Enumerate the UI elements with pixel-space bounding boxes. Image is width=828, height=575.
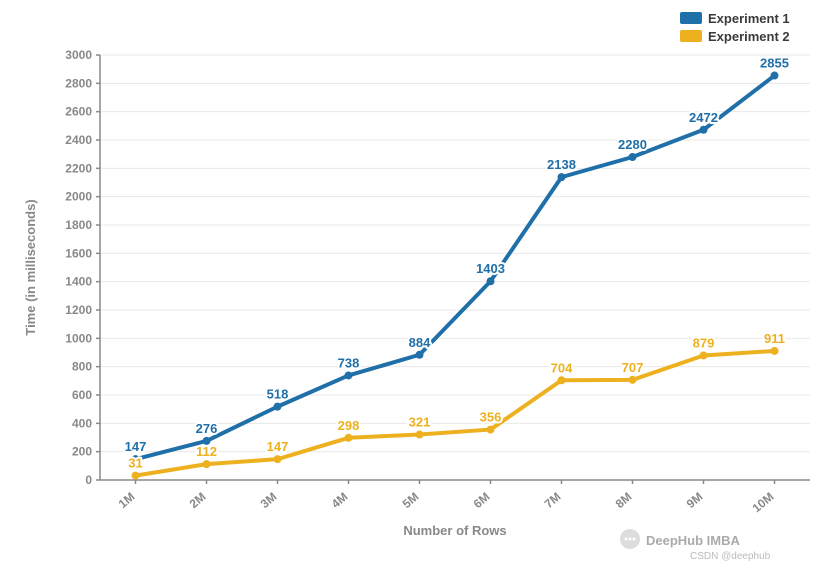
series-1-value: 884 (409, 335, 431, 350)
y-tick-label: 2200 (65, 161, 92, 175)
series-1-value: 1403 (476, 261, 505, 276)
series-2-value: 879 (693, 335, 715, 350)
series-2-value: 707 (622, 360, 644, 375)
series-2-value: 31 (128, 456, 142, 471)
y-tick-label: 2600 (65, 105, 92, 119)
series-2-value: 321 (409, 415, 431, 430)
series-1-point (416, 351, 424, 359)
series-2-point (416, 431, 424, 439)
series-2-point (132, 472, 140, 480)
series-2-point (487, 426, 495, 434)
y-tick-label: 2400 (65, 133, 92, 147)
series-2-point (771, 347, 779, 355)
y-tick-label: 600 (72, 388, 92, 402)
series-1-value: 147 (125, 439, 147, 454)
chart-bg (0, 0, 828, 575)
x-axis-label: Number of Rows (403, 523, 506, 538)
y-tick-label: 1200 (65, 303, 92, 317)
series-1-value: 276 (196, 421, 218, 436)
series-1-point (345, 371, 353, 379)
line-chart: 0 200 400 600 800 1000 1200 1400 1600 1800 2000 220… (0, 0, 828, 575)
series-1-value: 2280 (618, 137, 647, 152)
series-2-point (274, 455, 282, 463)
series-2-value: 112 (196, 444, 217, 459)
series-2-value: 298 (338, 418, 360, 433)
y-tick-label: 1600 (65, 246, 92, 260)
watermark-icon-dot (629, 538, 632, 541)
series-1-value: 518 (267, 387, 289, 402)
series-1-value: 2855 (760, 56, 789, 71)
series-2-point (700, 351, 708, 359)
series-2-value: 147 (267, 439, 289, 454)
watermark-text-2: CSDN @deephub (690, 551, 771, 562)
legend-label-1: Experiment 1 (708, 11, 790, 26)
watermark-icon-dot (633, 538, 636, 541)
series-1-point (629, 153, 637, 161)
series-2-point (558, 376, 566, 384)
series-2-point (203, 460, 211, 468)
series-2-value: 356 (480, 410, 502, 425)
series-2-point (345, 434, 353, 442)
y-tick-label: 400 (72, 416, 92, 430)
series-1-point (700, 126, 708, 134)
y-tick-label: 200 (72, 445, 92, 459)
chart-container: 0 200 400 600 800 1000 1200 1400 1600 1800 2000 220… (0, 0, 828, 575)
y-tick-label: 2800 (65, 76, 92, 90)
series-1-point (771, 72, 779, 80)
series-1-value: 738 (338, 355, 360, 370)
legend-swatch-2 (680, 30, 702, 42)
legend-label-2: Experiment 2 (708, 29, 790, 44)
legend-swatch-1 (680, 12, 702, 24)
y-tick-label: 1800 (65, 218, 92, 232)
y-tick-label: 800 (72, 360, 92, 374)
series-1-value: 2472 (689, 110, 718, 125)
y-tick-label: 3000 (65, 48, 92, 62)
y-tick-label: 1000 (65, 331, 92, 345)
series-1-point (274, 403, 282, 411)
series-2-value: 911 (764, 331, 785, 346)
series-1-point (558, 173, 566, 181)
y-tick-label: 0 (85, 473, 92, 487)
y-axis-label: Time (in milliseconds) (23, 199, 38, 335)
series-2-point (629, 376, 637, 384)
watermark-icon-dot (625, 538, 628, 541)
series-1-value: 2138 (547, 157, 576, 172)
series-1-point (487, 277, 495, 285)
y-tick-label: 1400 (65, 275, 92, 289)
series-2-value: 704 (551, 360, 573, 375)
watermark-text-1: DeepHub IMBA (646, 533, 741, 548)
y-tick-label: 2000 (65, 190, 92, 204)
